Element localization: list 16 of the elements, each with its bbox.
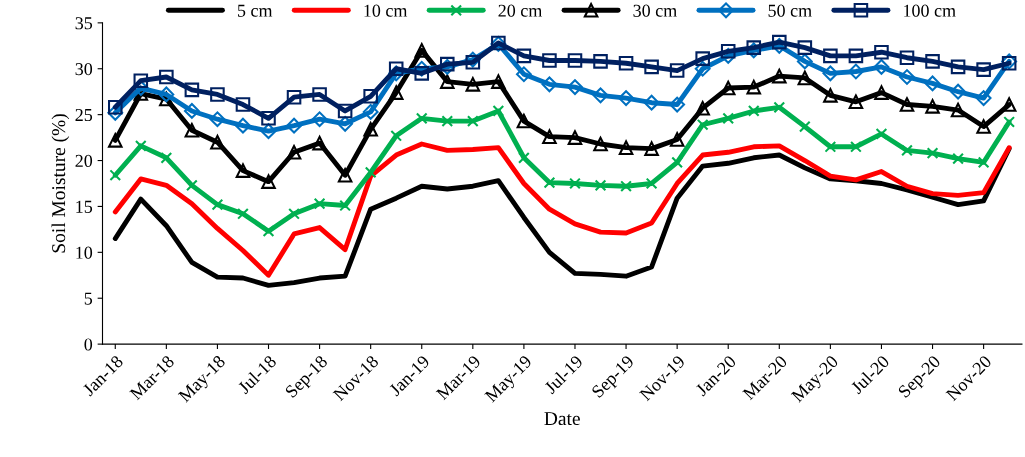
- x-axis-title: Date: [544, 412, 580, 426]
- legend-label: 20 cm: [498, 4, 543, 17]
- y-axis-title: Soil Moisture (%): [51, 114, 70, 253]
- y-tick-label: 25: [75, 108, 93, 122]
- legend-label: 10 cm: [364, 4, 408, 17]
- y-tick-label: 10: [76, 246, 93, 259]
- legend-label: 50 cm: [768, 4, 812, 17]
- legend-label: 100 cm: [904, 4, 956, 17]
- legend-label: 30 cm: [633, 4, 677, 17]
- y-tick-label: 20: [75, 154, 93, 167]
- y-tick-label: 15: [76, 200, 93, 213]
- y-tick-label: 35: [75, 17, 93, 30]
- y-tick-label: 0: [84, 338, 93, 351]
- y-tick-label: 5: [84, 292, 93, 305]
- y-tick-label: 30: [75, 63, 93, 76]
- legend-label: 5 cm: [237, 4, 273, 17]
